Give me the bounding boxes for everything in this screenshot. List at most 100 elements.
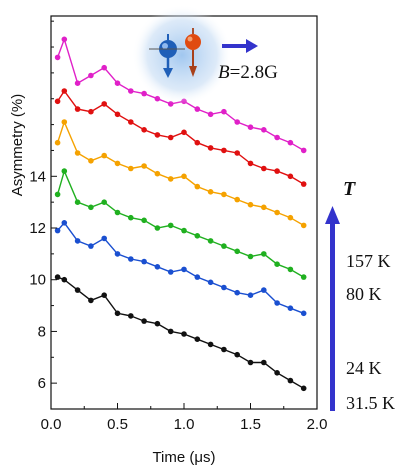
data-point [221,147,227,154]
data-point [114,111,121,118]
data-point [88,108,94,115]
data-point [154,264,161,270]
data-point [54,227,61,234]
data-point [261,165,267,172]
series-3 [54,119,307,229]
data-point [154,170,161,177]
field-value: =2.8G [230,62,278,83]
data-point [300,222,307,229]
data-point [101,235,107,242]
data-point [167,222,174,229]
data-point [101,64,107,71]
data-point [167,134,174,141]
data-point [101,152,107,159]
data-point [141,163,147,169]
data-point [128,88,134,94]
data-point [194,183,201,190]
data-point [128,119,134,125]
data-point [300,310,307,317]
data-point [167,328,174,335]
y-tick-label: 6 [38,375,46,392]
data-point [207,279,214,286]
data-point [154,320,161,327]
data-point [287,266,294,273]
data-point [247,359,254,366]
x-tick-label: 2.0 [307,416,328,433]
x-tick-label: 1.5 [240,416,261,433]
data-point [114,251,121,257]
data-point [274,300,280,306]
data-point [88,158,94,164]
series-2 [54,88,307,187]
data-point [274,134,280,141]
y-tick-label: 12 [29,220,46,237]
data-point [154,225,161,231]
data-point [274,370,280,376]
data-point [61,276,68,283]
data-point [128,214,134,221]
y-tick-label: 8 [38,323,46,340]
series-line [56,169,305,278]
data-point [207,111,214,118]
data-point [54,191,61,198]
data-point [261,287,267,293]
data-point [61,119,68,125]
data-point [207,189,214,195]
data-point [114,209,121,216]
data-point [221,191,227,198]
data-point [287,214,294,221]
data-point [128,165,134,172]
tick-layer: 0.0 0.5 1.0 1.5 2.0 6 8 10 12 14 [29,20,328,433]
data-point [274,168,280,174]
data-point [261,127,267,133]
temp-label-3: 24 K [346,358,382,378]
data-point [194,274,201,280]
data-point [181,331,187,337]
data-point [74,80,81,86]
data-point [221,346,227,353]
x-axis-title: Time (μs) [152,449,215,466]
muon-spin-icon [132,5,232,105]
data-point [247,124,254,130]
data-point [287,139,294,146]
data-point [181,266,187,273]
data-point [88,297,94,304]
data-point [221,284,227,291]
data-point [181,129,187,136]
field-arrow-icon [222,39,258,53]
data-point [194,233,201,239]
data-point [207,341,214,348]
x-tick-label: 1.0 [174,416,195,433]
x-tick-label: 0.5 [107,416,128,433]
data-point [101,199,107,205]
series-5 [54,220,307,317]
field-label: B=2.8G [218,62,278,83]
data-point [88,243,94,249]
data-point [54,274,61,280]
data-point [74,106,81,112]
data-point [261,204,267,211]
data-point [247,201,254,208]
data-point [234,248,240,255]
data-point [234,196,240,203]
data-point [141,318,147,324]
data-point [300,181,307,187]
y-tick-label: 10 [29,272,46,289]
series-4 [54,168,307,280]
data-point [54,139,61,146]
temperature-axis-label: T [343,178,356,200]
data-point [101,292,107,299]
data-point [167,176,174,182]
data-point [234,351,240,358]
data-point [167,269,174,275]
data-point [207,145,214,151]
data-point [287,173,294,180]
data-point [61,168,68,174]
data-point [300,274,307,280]
data-point [128,256,134,262]
data-point [234,119,240,125]
data-point [88,204,94,211]
field-symbol: B [218,62,230,83]
data-point [114,160,121,167]
